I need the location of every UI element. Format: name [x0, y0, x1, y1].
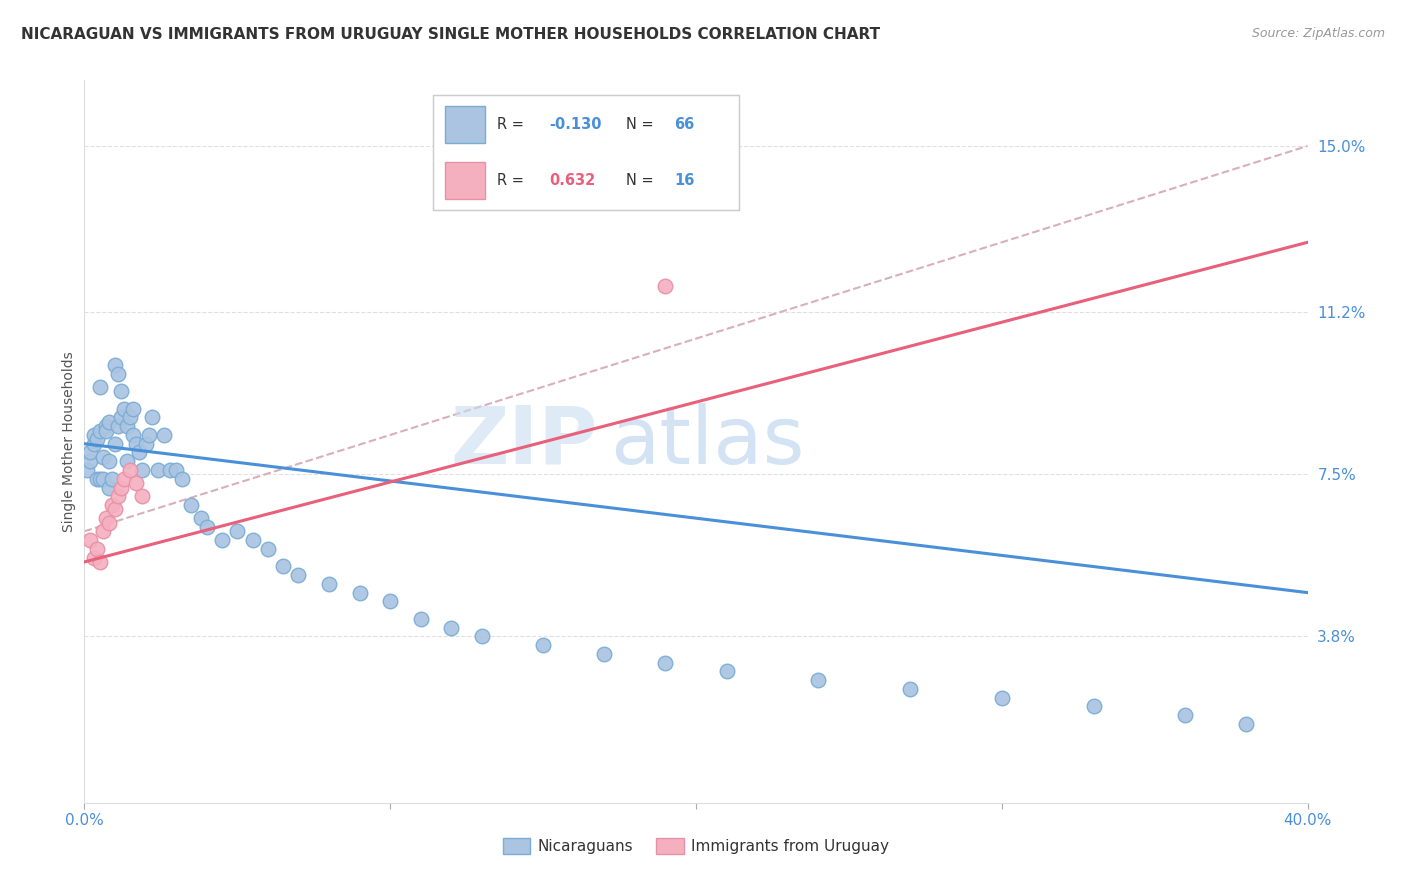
Point	[471, 629, 494, 643]
Point	[79, 445, 101, 459]
Point	[94, 424, 117, 438]
Point	[120, 463, 142, 477]
Point	[128, 445, 150, 459]
Point	[138, 428, 160, 442]
Point	[94, 419, 117, 434]
Point	[318, 577, 340, 591]
Text: NICARAGUAN VS IMMIGRANTS FROM URUGUAY SINGLE MOTHER HOUSEHOLDS CORRELATION CHART: NICARAGUAN VS IMMIGRANTS FROM URUGUAY SI…	[21, 27, 880, 42]
Point	[125, 476, 148, 491]
Point	[89, 555, 111, 569]
Point	[86, 541, 108, 556]
Point	[83, 436, 105, 450]
Point	[898, 681, 921, 696]
Point	[257, 541, 280, 556]
Point	[380, 594, 402, 608]
Point	[654, 279, 676, 293]
Point	[1174, 708, 1197, 723]
Point	[79, 454, 101, 468]
Point	[110, 384, 132, 399]
Point	[287, 568, 309, 582]
Point	[131, 489, 153, 503]
Point	[110, 481, 132, 495]
Point	[97, 415, 120, 429]
Point	[226, 524, 249, 539]
Point	[122, 401, 145, 416]
Point	[141, 410, 163, 425]
Point	[83, 428, 105, 442]
Point	[115, 419, 138, 434]
Point	[1236, 717, 1258, 731]
Point	[110, 410, 132, 425]
Point	[349, 585, 371, 599]
Point	[190, 511, 212, 525]
Point	[76, 463, 98, 477]
Point	[107, 489, 129, 503]
Point	[104, 436, 127, 450]
Point	[83, 550, 105, 565]
Point	[165, 463, 187, 477]
Legend: Nicaraguans, Immigrants from Uruguay: Nicaraguans, Immigrants from Uruguay	[496, 832, 896, 860]
Point	[107, 367, 129, 381]
Point	[991, 690, 1014, 705]
Point	[146, 463, 169, 477]
Point	[79, 533, 101, 547]
Point	[242, 533, 264, 547]
Point	[195, 520, 218, 534]
Point	[97, 481, 120, 495]
Point	[180, 498, 202, 512]
Point	[101, 498, 124, 512]
Point	[654, 656, 676, 670]
Point	[125, 436, 148, 450]
Point	[115, 454, 138, 468]
Point	[94, 511, 117, 525]
Text: atlas: atlas	[610, 402, 804, 481]
Point	[120, 410, 142, 425]
Point	[104, 502, 127, 516]
Point	[104, 358, 127, 372]
Point	[107, 419, 129, 434]
Point	[91, 524, 114, 539]
Point	[91, 450, 114, 464]
Point	[131, 463, 153, 477]
Text: Source: ZipAtlas.com: Source: ZipAtlas.com	[1251, 27, 1385, 40]
Point	[89, 424, 111, 438]
Point	[112, 472, 135, 486]
Point	[211, 533, 233, 547]
Point	[531, 638, 554, 652]
Point	[122, 428, 145, 442]
Point	[89, 380, 111, 394]
Text: ZIP: ZIP	[451, 402, 598, 481]
Point	[153, 428, 176, 442]
Point	[1083, 699, 1105, 714]
Point	[89, 472, 111, 486]
Point	[807, 673, 830, 688]
Point	[172, 472, 194, 486]
Point	[409, 612, 432, 626]
Y-axis label: Single Mother Households: Single Mother Households	[62, 351, 76, 532]
Point	[101, 472, 124, 486]
Point	[159, 463, 181, 477]
Point	[86, 472, 108, 486]
Point	[271, 559, 294, 574]
Point	[91, 472, 114, 486]
Point	[440, 621, 463, 635]
Point	[716, 665, 738, 679]
Point	[593, 647, 616, 661]
Point	[86, 433, 108, 447]
Point	[135, 436, 157, 450]
Point	[112, 401, 135, 416]
Point	[97, 516, 120, 530]
Point	[97, 454, 120, 468]
